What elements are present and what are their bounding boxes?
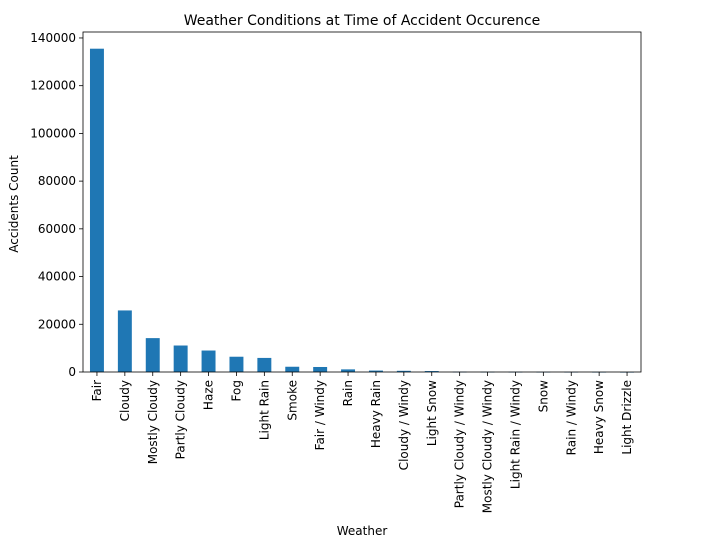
y-tick-label: 80000 — [38, 174, 76, 188]
bar — [396, 370, 411, 372]
x-tick-label: Heavy Rain — [369, 380, 383, 448]
x-tick-label: Partly Cloudy / Windy — [453, 380, 467, 508]
bar — [145, 338, 160, 372]
chart-title: Weather Conditions at Time of Accident O… — [184, 13, 541, 29]
y-tick-label: 60000 — [38, 222, 76, 236]
x-tick-label: Light Rain — [257, 380, 271, 440]
x-tick-label: Partly Cloudy — [174, 380, 188, 459]
x-tick-label: Heavy Snow — [592, 380, 606, 454]
bar — [368, 370, 383, 372]
bar — [285, 366, 300, 372]
x-axis-label: Weather — [337, 524, 388, 538]
x-tick-label: Fair / Windy — [313, 380, 327, 450]
x-tick-label: Rain / Windy — [564, 380, 578, 455]
y-axis: 0 20000 40000 60000 80000 100000 120000 140000 — [30, 31, 83, 379]
bar — [89, 48, 104, 373]
bar — [313, 366, 328, 372]
x-tick-label: Snow — [536, 380, 550, 413]
y-tick-label: 100000 — [30, 126, 76, 140]
x-tick-label: Mostly Cloudy — [146, 380, 160, 464]
x-tick-label: Light Snow — [425, 380, 439, 446]
x-tick-label: Rain — [341, 380, 355, 406]
y-tick-label: 140000 — [30, 31, 76, 45]
y-tick-label: 120000 — [30, 79, 76, 93]
bar — [257, 357, 272, 372]
bars-group — [89, 48, 635, 373]
bar — [201, 350, 216, 372]
x-tick-label: Fair — [90, 380, 104, 401]
x-tick-label: Smoke — [285, 380, 299, 421]
x-tick-label: Cloudy — [118, 380, 132, 421]
x-tick-label: Haze — [202, 380, 216, 410]
y-tick-label: 20000 — [38, 317, 76, 331]
plot-frame — [82, 31, 642, 373]
y-axis-label: Accidents Count — [7, 155, 21, 253]
bar — [173, 345, 188, 372]
bar — [424, 371, 439, 372]
bar — [229, 356, 244, 372]
bar — [117, 310, 132, 372]
x-tick-label: Mostly Cloudy / Windy — [481, 380, 495, 513]
x-tick-label: Cloudy / Windy — [397, 380, 411, 470]
x-tick-label: Light Rain / Windy — [508, 380, 522, 489]
x-axis: Fair Cloudy Mostly Cloudy Partly Cloudy Haze… — [90, 372, 634, 513]
bar — [341, 369, 356, 372]
y-tick-label: 40000 — [38, 270, 76, 284]
x-tick-label: Light Drizzle — [620, 380, 634, 455]
x-tick-label: Fog — [229, 380, 243, 401]
y-tick-label: 0 — [68, 365, 76, 379]
